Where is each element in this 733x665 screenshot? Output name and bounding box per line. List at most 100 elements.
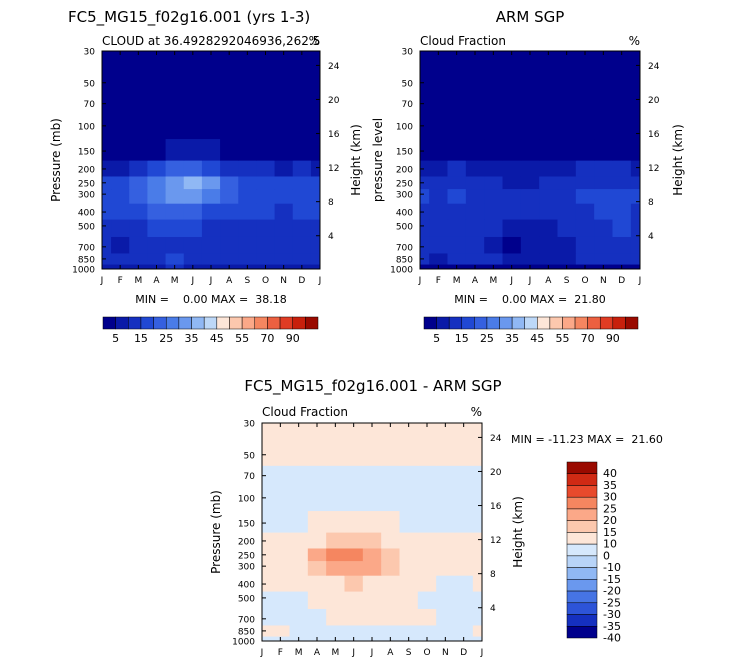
colorbar-swatch (599, 316, 614, 330)
heatmap-cell (472, 635, 482, 641)
heatmap-cell (165, 203, 185, 220)
x-tick-label: M (331, 648, 339, 658)
heatmap-cell (292, 252, 312, 265)
x-tick-label: A (153, 276, 160, 286)
heatmap-cell (262, 608, 272, 626)
heatmap-cell (289, 510, 309, 533)
heatmap-cell (520, 93, 540, 116)
heatmap-cell (454, 547, 474, 562)
heatmap-cell (399, 560, 419, 576)
y-tick-label: 200 (78, 165, 95, 175)
colorbar-swatch (566, 567, 598, 580)
heatmap-cell (539, 236, 559, 254)
heatmap-cell (539, 93, 559, 116)
heatmap-cell (520, 175, 540, 190)
heatmap-cell (381, 532, 401, 549)
heatmap-cell (417, 590, 437, 609)
heatmap-cell (238, 236, 258, 254)
heatmap-cell (630, 114, 640, 140)
heatmap-cell (102, 252, 112, 265)
heatmap-cell (165, 160, 185, 177)
y-tick-label: 700 (78, 243, 95, 253)
heatmap-cell (102, 236, 112, 254)
heatmap-cell (289, 423, 309, 440)
y-tick-label: 30 (402, 48, 414, 58)
heatmap-cell (111, 252, 130, 265)
chart-title: FC5_MG15_f02g16.001 - ARM SGP (244, 377, 501, 396)
heatmap-cell (447, 114, 467, 140)
colorbar-label: 5 (433, 332, 440, 345)
height-tick-label: 12 (648, 164, 659, 174)
heatmap-cell (575, 218, 595, 237)
heatmap-cell (420, 175, 430, 190)
height-tick-label: 20 (328, 96, 340, 106)
heatmap-cell (289, 547, 309, 562)
heatmap-cell (484, 236, 504, 254)
y-tick-label: 100 (238, 494, 255, 504)
heatmap-cell (520, 66, 540, 94)
chart-subtitle-right: % (471, 405, 482, 419)
colorbar-label: -40 (603, 632, 621, 645)
colorbar-label: 15 (455, 332, 469, 345)
heatmap-cell (399, 608, 419, 626)
y-tick-label: 250 (238, 551, 255, 561)
heatmap-cell (102, 218, 112, 237)
y-tick-label: 100 (396, 122, 413, 132)
heatmap-cell (539, 51, 559, 68)
heatmap-cell (399, 624, 419, 637)
heatmap-cell (111, 160, 130, 177)
heatmap-cell (183, 114, 203, 140)
heatmap-cell (399, 532, 419, 549)
colorbar-swatch (562, 316, 576, 330)
heatmap-cell (201, 252, 221, 265)
heatmap-cell (575, 188, 595, 204)
heatmap-cell (454, 423, 474, 440)
height-tick-label: 8 (648, 198, 654, 208)
heatmap-cell (274, 218, 294, 237)
heatmap-cell (472, 547, 482, 562)
heatmap-cell (262, 635, 272, 641)
heatmap-cell (201, 188, 221, 204)
heatmap-cell (271, 423, 291, 440)
heatmap-cell (612, 236, 632, 254)
heatmap-cell (420, 252, 430, 265)
colorbar-swatch (153, 316, 167, 330)
heatmap-cell (594, 160, 614, 177)
heatmap-cell (165, 188, 185, 204)
heatmap-cell (612, 203, 632, 220)
heatmap-cell (326, 423, 346, 440)
y-tick-label: 400 (78, 209, 95, 219)
heatmap-cell (465, 236, 485, 254)
heatmap-cell (111, 114, 130, 140)
heatmap-cell (262, 423, 272, 440)
heatmap-cell (429, 175, 449, 190)
x-tick-label: J (351, 648, 355, 658)
colorbar-label: 90 (606, 332, 620, 345)
heatmap-cell (274, 138, 294, 161)
heatmap-diff (262, 423, 482, 641)
heatmap-cell (539, 252, 559, 265)
heatmap-cell (310, 263, 320, 269)
heatmap-cell (539, 188, 559, 204)
heatmap-cell (362, 465, 382, 488)
colorbar-swatch (241, 316, 256, 330)
heatmap-cell (612, 175, 632, 190)
heatmap-cell (165, 66, 185, 94)
axes-diff: J F M A M J J A S O N D J305070100150200250300400500… (232, 420, 502, 659)
x-tick-label: J (509, 276, 513, 286)
heatmap-cell (594, 51, 614, 68)
heatmap-cell (520, 138, 540, 161)
heatmap-cell (484, 203, 504, 220)
heatmap-cell (575, 252, 595, 265)
heatmap-cell (201, 236, 221, 254)
heatmap-cell (111, 203, 130, 220)
heatmap-cell (147, 236, 167, 254)
heatmap-cell (557, 114, 577, 140)
y-tick-label: 700 (238, 615, 255, 625)
heatmap-cell (484, 51, 504, 68)
heatmap-cell (129, 203, 149, 220)
heatmap-cell (326, 608, 346, 626)
heatmap-cell (399, 575, 419, 592)
heatmap-cell (111, 188, 130, 204)
heatmap-cell (630, 188, 640, 204)
